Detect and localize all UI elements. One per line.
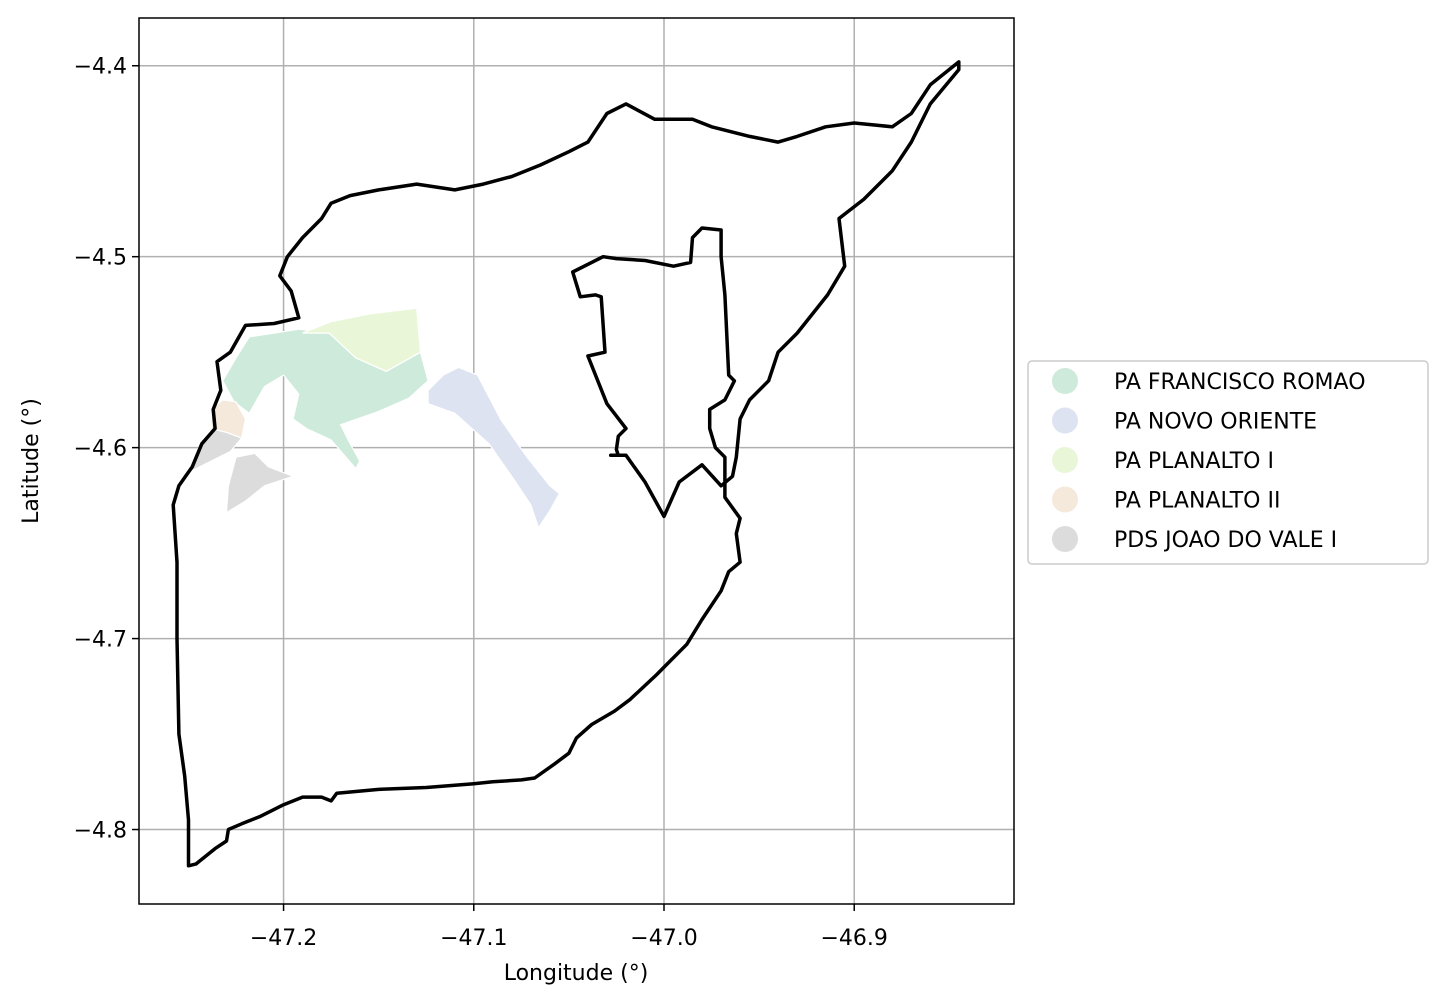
y-axis-label: Latitude (°) (19, 398, 44, 524)
x-tick-label: −47.0 (630, 926, 697, 951)
legend: PA FRANCISCO ROMAO PA NOVO ORIENTE PA PLAN… (1028, 361, 1428, 564)
x-tick-label: −47.2 (250, 926, 317, 951)
legend-label: PA PLANALTO II (1114, 489, 1280, 514)
y-tick-label: −4.6 (74, 437, 127, 462)
legend-marker (1052, 487, 1078, 513)
legend-label: PA NOVO ORIENTE (1114, 410, 1317, 435)
y-axis-ticks: −4.4 −4.5 −4.6 −4.7 −4.8 (74, 55, 139, 844)
legend-marker (1052, 526, 1078, 552)
plot-background (139, 18, 1014, 904)
y-tick-label: −4.8 (74, 819, 127, 844)
x-axis-label: Longitude (°) (504, 961, 649, 986)
legend-label: PDS JOAO DO VALE I (1114, 528, 1337, 553)
y-tick-label: −4.5 (74, 246, 127, 271)
x-axis-ticks: −47.2 −47.1 −47.0 −46.9 (250, 904, 888, 951)
y-tick-label: −4.7 (74, 628, 127, 653)
y-tick-label: −4.4 (74, 55, 127, 80)
legend-marker (1052, 447, 1078, 473)
x-tick-label: −47.1 (440, 926, 507, 951)
legend-marker (1052, 408, 1078, 434)
legend-marker (1052, 368, 1078, 394)
x-tick-label: −46.9 (821, 926, 888, 951)
legend-label: PA FRANCISCO ROMAO (1114, 370, 1366, 395)
legend-label: PA PLANALTO I (1114, 449, 1274, 474)
